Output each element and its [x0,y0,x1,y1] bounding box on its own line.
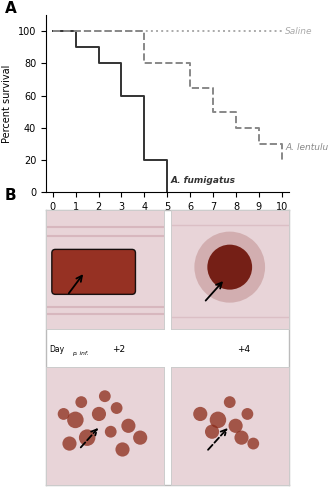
Circle shape [121,418,135,433]
Text: B: B [5,188,16,204]
FancyBboxPatch shape [52,250,135,294]
Circle shape [75,396,87,408]
Text: A. lentulus: A. lentulus [48,390,56,438]
Text: A. fumigatus: A. fumigatus [48,248,56,305]
Circle shape [224,396,236,408]
Text: +4: +4 [237,346,251,354]
Circle shape [241,408,253,420]
Text: A: A [5,1,16,16]
Circle shape [193,407,207,421]
Text: A. fumigatus: A. fumigatus [171,176,236,186]
Circle shape [229,418,243,433]
Text: Saline: Saline [285,26,313,36]
Text: p. inf.: p. inf. [72,351,89,356]
Text: A. lentulus: A. lentulus [285,142,328,152]
Circle shape [62,436,76,450]
Circle shape [111,402,122,414]
Text: Day: Day [50,346,65,354]
Circle shape [58,408,70,420]
Circle shape [115,442,130,456]
Circle shape [67,412,84,428]
Circle shape [79,430,95,446]
Text: +2: +2 [113,346,126,354]
X-axis label: Days: Days [154,218,181,228]
Circle shape [105,426,117,438]
Circle shape [92,407,106,421]
Circle shape [210,412,226,428]
Circle shape [247,438,259,450]
Circle shape [195,232,265,302]
Y-axis label: Percent survival: Percent survival [2,64,12,143]
Circle shape [133,430,147,444]
Circle shape [99,390,111,402]
Circle shape [235,430,249,444]
Circle shape [207,244,252,290]
Circle shape [205,424,219,439]
